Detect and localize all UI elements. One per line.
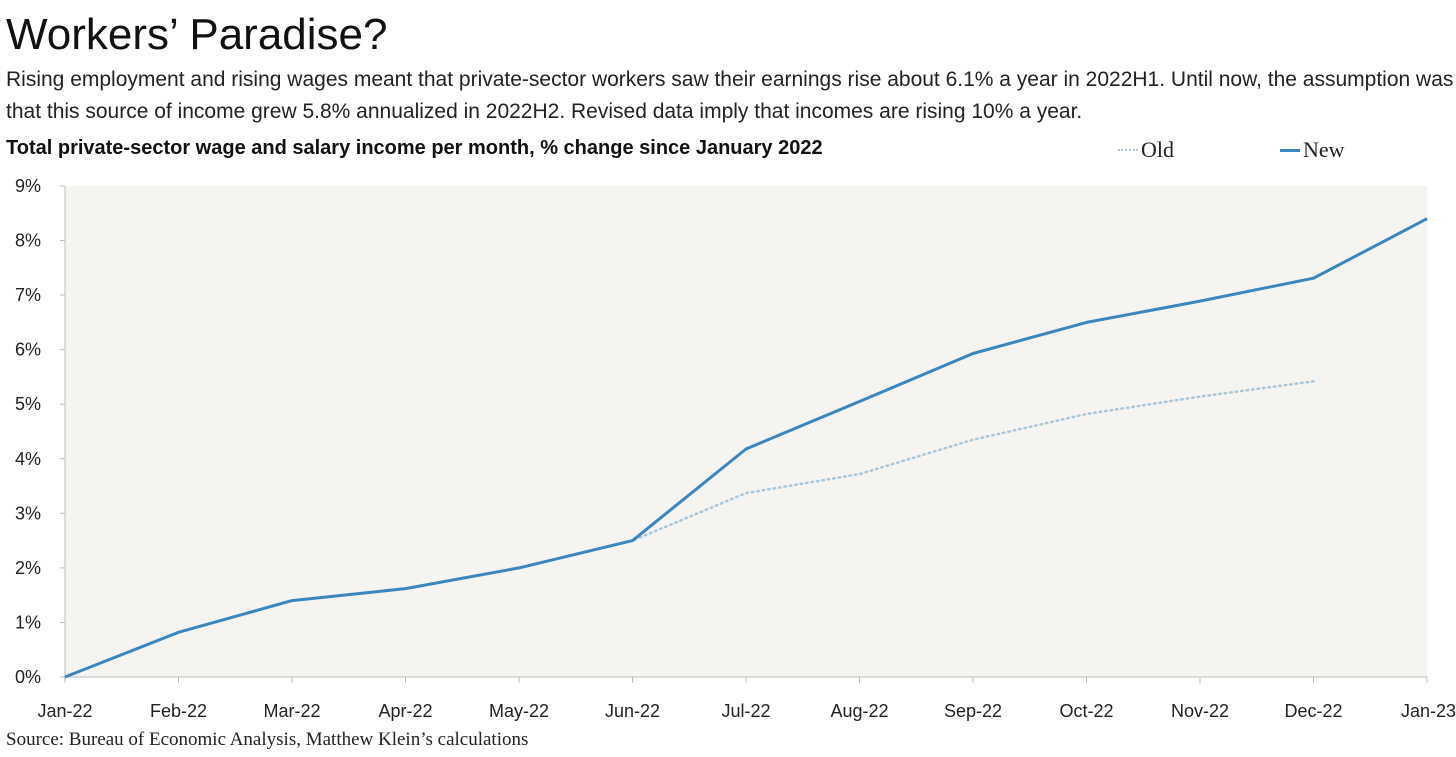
y-tick-label: 8% — [15, 231, 41, 251]
y-tick-label: 2% — [15, 558, 41, 578]
x-tick-label: Dec-22 — [1284, 701, 1342, 721]
y-tick-label: 5% — [15, 394, 41, 414]
series-lines — [63, 217, 1428, 679]
legend-item-old: Old — [1118, 136, 1174, 164]
legend-swatch-new — [1280, 148, 1300, 152]
chart-subtitle: Rising employment and rising wages meant… — [6, 68, 1454, 123]
x-tick-label: Apr-22 — [378, 701, 432, 721]
y-tick-label: 7% — [15, 285, 41, 305]
x-tick-label: Sep-22 — [944, 701, 1002, 721]
legend-item-new: New — [1280, 136, 1345, 164]
legend-label-new: New — [1303, 137, 1345, 162]
line-chart: 0% 1% 2% 3% 4% 5% 6% 7% 8% 9% Jan-22 Feb-22 Mar-22 A… — [15, 176, 1456, 721]
plot-area — [65, 186, 1427, 677]
legend-label-old: Old — [1141, 137, 1174, 162]
series-line-new — [64, 217, 1428, 679]
y-tick-label: 9% — [15, 176, 41, 196]
x-tick-label: Jun-22 — [605, 701, 660, 721]
x-tick-label: Aug-22 — [830, 701, 888, 721]
chart-heading: Total private-sector wage and salary inc… — [6, 137, 823, 159]
x-tick-label: Jul-22 — [721, 701, 770, 721]
x-tick-label: Jan-23 — [1401, 701, 1456, 721]
x-tick-label: Feb-22 — [150, 701, 207, 721]
y-tick-label: 1% — [15, 612, 41, 632]
legend: Old New — [1118, 136, 1418, 164]
y-axis-labels: 0% 1% 2% 3% 4% 5% 6% 7% 8% 9% — [15, 176, 41, 687]
y-tick-label: 3% — [15, 503, 41, 523]
x-tick-label: May-22 — [489, 701, 549, 721]
axes — [60, 185, 1428, 683]
source-note: Source: Bureau of Economic Analysis, Mat… — [6, 729, 529, 750]
x-tick-label: Mar-22 — [263, 701, 320, 721]
legend-swatch-old — [1118, 149, 1138, 151]
x-tick-label: Nov-22 — [1171, 701, 1229, 721]
y-tick-label: 6% — [15, 340, 41, 360]
y-tick-label: 4% — [15, 449, 41, 469]
y-tick-label: 0% — [15, 667, 41, 687]
x-tick-label: Jan-22 — [37, 701, 92, 721]
x-tick-label: Oct-22 — [1059, 701, 1113, 721]
x-axis-labels: Jan-22 Feb-22 Mar-22 Apr-22 May-22 Jun-22 Jul-… — [37, 701, 1456, 721]
chart-title: Workers’ Paradise? — [6, 10, 388, 59]
